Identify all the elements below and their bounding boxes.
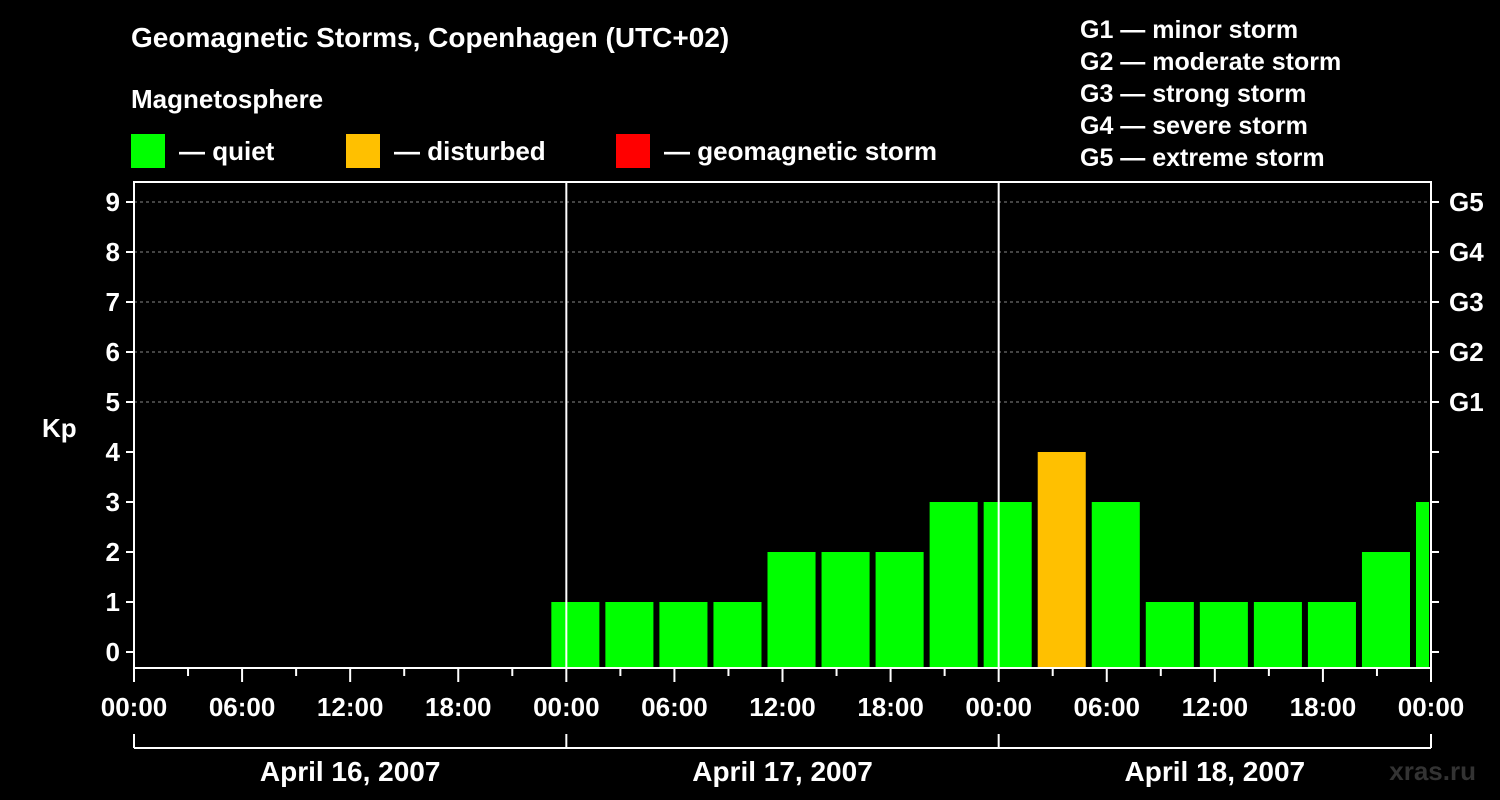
y-tick-label: 5 xyxy=(106,387,120,417)
x-tick-label: 06:00 xyxy=(1074,692,1141,722)
g-level-label: G3 xyxy=(1449,287,1484,317)
day-label: April 16, 2007 xyxy=(260,756,441,787)
g-level-label: G4 xyxy=(1449,237,1484,267)
kp-bar xyxy=(983,502,1032,668)
y-axis-label: Kp xyxy=(42,413,77,443)
y-tick-label: 2 xyxy=(106,537,120,567)
x-tick-label: 12:00 xyxy=(317,692,384,722)
g-level-label: G5 xyxy=(1449,187,1484,217)
kp-bar xyxy=(551,602,600,668)
kp-bar xyxy=(1253,602,1302,668)
x-tick-label: 12:00 xyxy=(1182,692,1249,722)
legend-item-storm: — geomagnetic storm xyxy=(616,134,937,168)
legend-item-quiet: — quiet xyxy=(131,134,274,168)
watermark: xras.ru xyxy=(1389,756,1476,786)
g-scale-item: G5 — extreme storm xyxy=(1080,144,1325,172)
kp-bar xyxy=(713,602,762,668)
kp-bar xyxy=(767,552,816,668)
kp-bar xyxy=(929,502,978,668)
g-level-label: G1 xyxy=(1449,387,1484,417)
x-tick-label: 06:00 xyxy=(209,692,276,722)
kp-bar xyxy=(605,602,654,668)
y-tick-label: 9 xyxy=(106,187,120,217)
y-tick-label: 1 xyxy=(106,587,120,617)
g-scale-item: G1 — minor storm xyxy=(1080,16,1299,44)
g-scale-item: G4 — severe storm xyxy=(1080,112,1308,140)
x-tick-label: 00:00 xyxy=(533,692,600,722)
x-tick-label: 18:00 xyxy=(857,692,924,722)
kp-bar xyxy=(1037,452,1086,668)
y-tick-label: 8 xyxy=(106,237,120,267)
kp-bar xyxy=(1416,502,1429,668)
legend-label-storm: — geomagnetic storm xyxy=(664,135,938,166)
legend-label-disturbed: — disturbed xyxy=(394,135,546,166)
g-scale-item: G3 — strong storm xyxy=(1080,80,1307,108)
y-tick-label: 7 xyxy=(106,287,120,317)
kp-bar xyxy=(1145,602,1194,668)
kp-bar xyxy=(1361,552,1410,668)
g-scale-item: G2 — moderate storm xyxy=(1080,48,1342,76)
y-tick-label: 4 xyxy=(106,437,121,467)
kp-bar xyxy=(659,602,708,668)
g-scale-legend: G1 — minor storm G2 — moderate storm G3 … xyxy=(1080,14,1341,174)
x-tick-label: 00:00 xyxy=(101,692,168,722)
kp-bar xyxy=(1091,502,1140,668)
kp-bar xyxy=(821,552,870,668)
legend-swatch-quiet xyxy=(131,134,165,168)
x-tick-label: 12:00 xyxy=(749,692,816,722)
day-label: April 17, 2007 xyxy=(692,756,873,787)
day-label: April 18, 2007 xyxy=(1125,756,1306,787)
legend-swatch-disturbed xyxy=(346,134,380,168)
y-tick-label: 3 xyxy=(106,487,120,517)
legend-swatch-storm xyxy=(616,134,650,168)
chart-subtitle: Magnetosphere xyxy=(131,84,324,114)
g-level-label: G2 xyxy=(1449,337,1484,367)
y-tick-label: 0 xyxy=(106,637,120,667)
legend-label-quiet: — quiet xyxy=(179,135,275,166)
y-tick-label: 6 xyxy=(106,337,120,367)
kp-bar xyxy=(875,552,924,668)
x-tick-label: 00:00 xyxy=(965,692,1032,722)
kp-bar xyxy=(1199,602,1248,668)
legend-item-disturbed: — disturbed xyxy=(346,134,546,168)
x-tick-label: 06:00 xyxy=(641,692,708,722)
x-tick-label: 18:00 xyxy=(1290,692,1357,722)
x-tick-label: 18:00 xyxy=(425,692,492,722)
kp-bar xyxy=(1307,602,1356,668)
x-tick-label: 00:00 xyxy=(1398,692,1465,722)
chart-title: Geomagnetic Storms, Copenhagen (UTC+02) xyxy=(131,22,730,53)
